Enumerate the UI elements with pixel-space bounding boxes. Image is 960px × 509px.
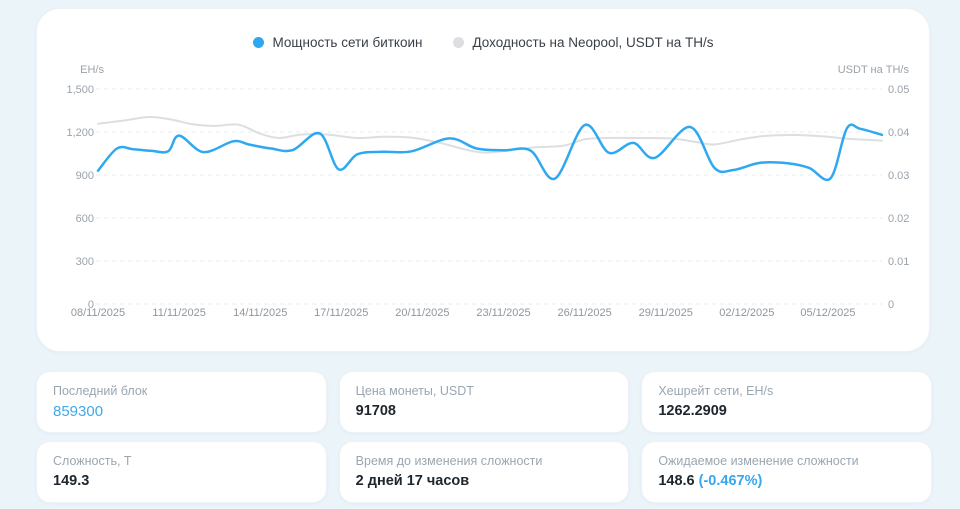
left-axis-tick-label: 300 [76,256,94,268]
left-axis-tick-label: 1,500 [66,84,94,96]
x-axis-date-label: 02/12/2025 [719,307,774,319]
legend-dot-gray-icon [452,37,464,48]
right-axis-tick-label: 0.01 [888,256,909,268]
stat-label: Хешрейт сети, EH/s [658,384,774,398]
stat-label: Ожидаемое изменение сложности [658,454,859,468]
stat-value: 1262.2909 [658,403,727,419]
left-axis-tick-label: 0 [88,299,94,311]
dual-axis-line-chart[interactable]: 1,500 0.05 1,200 0.04 900 0.03 600 0.02 300 0.01 0… [37,57,931,353]
right-axis-tick-label: 0.02 [888,213,909,225]
x-axis-date-label: 11/11/2025 [152,307,205,319]
chart-legend: Мощность сети биткоин Доходность на Neop… [37,35,929,50]
stat-card-difficulty: Сложность, T 149.3 [36,441,327,503]
x-axis-date-label: 26/11/2025 [557,307,611,319]
right-axis-title: USDT на TH/s [838,64,910,76]
right-axis-tick-label: 0 [888,299,894,311]
stat-label: Последний блок [53,384,148,398]
stat-value: 91708 [355,403,396,419]
x-axis-date-label: 29/11/2025 [639,307,693,319]
x-axis-date-label: 14/11/2025 [233,307,287,319]
series-line-network-power [96,123,884,181]
stat-label: Время до изменения сложности [355,454,543,468]
legend-label-network-power: Мощность сети биткоин [272,35,423,50]
stat-value: 148.6 (-0.467%) [658,473,915,489]
x-axis-date-label: 05/12/2025 [800,307,855,319]
legend-dot-blue-icon [252,37,264,48]
stat-label: Цена монеты, USDT [355,384,474,398]
left-axis-tick-label: 900 [76,170,94,182]
stats-grid: Последний блок 859300 Цена монеты, USDT … [36,371,932,503]
last-block-link[interactable]: 859300 [53,403,104,420]
right-axis-tick-label: 0.03 [888,170,909,182]
stat-card-network-hashrate: Хешрейт сети, EH/s 1262.2909 [641,371,932,433]
legend-item-neopool-yield[interactable]: Доходность на Neopool, USDT на TH/s [452,35,714,50]
legend-item-network-power[interactable]: Мощность сети биткоин [252,35,423,50]
x-axis-date-label: 08/11/2025 [71,307,125,319]
right-axis-tick-label: 0.05 [888,84,909,96]
stat-card-time-to-difficulty-change: Время до изменения сложности 2 дней 17 ч… [338,441,630,503]
stat-value-number: 148.6 [658,473,695,489]
x-axis-date-label: 20/11/2025 [395,307,449,319]
stat-label: Сложность, T [53,454,132,468]
chart-card: Мощность сети биткоин Доходность на Neop… [36,8,930,352]
x-axis-date-label: 23/11/2025 [476,307,530,319]
legend-label-neopool-yield: Доходность на Neopool, USDT на TH/s [472,35,714,50]
stat-card-last-block: Последний блок 859300 [36,371,327,433]
series-line-neopool-yield [97,115,883,154]
stat-value-percent-change: (-0.467%) [698,473,763,489]
stat-value: 2 дней 17 часов [355,473,470,489]
left-axis-tick-label: 600 [76,213,94,225]
left-axis-title: EH/s [80,64,104,76]
x-axis-date-label: 17/11/2025 [314,307,368,319]
left-axis-tick-label: 1,200 [66,127,94,139]
stat-card-coin-price: Цена монеты, USDT 91708 [338,371,630,433]
stat-card-expected-difficulty-change: Ожидаемое изменение сложности 148.6 (-0.4… [641,441,932,503]
right-axis-tick-label: 0.04 [888,127,909,139]
stat-value: 149.3 [53,473,90,489]
